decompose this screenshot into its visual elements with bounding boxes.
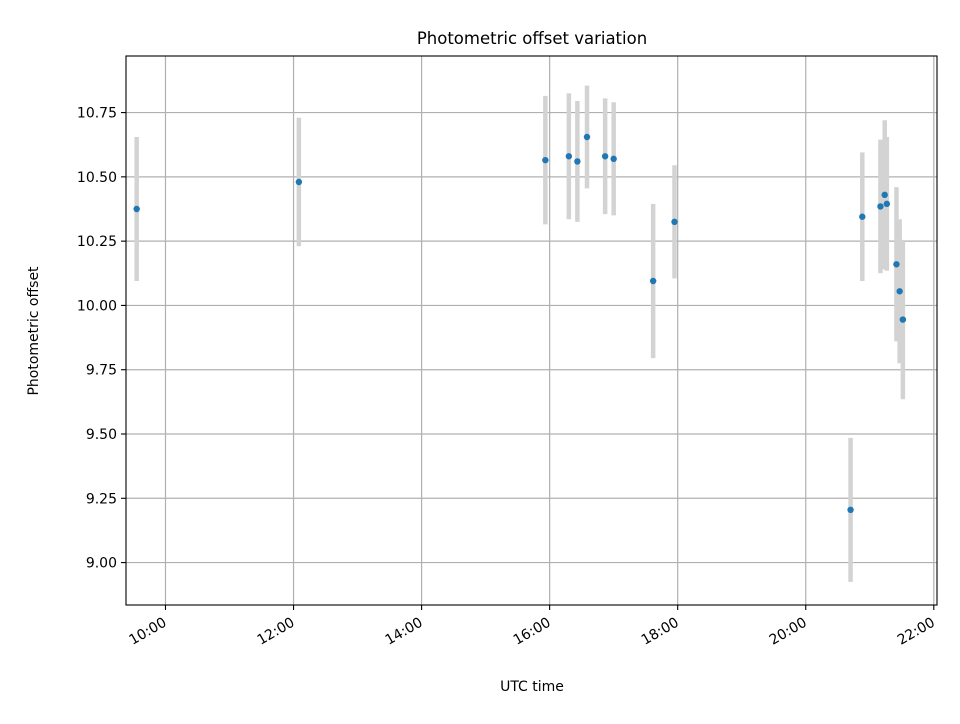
- plot-frame: [125, 55, 938, 606]
- data-point: [601, 153, 609, 160]
- data-point: [133, 205, 140, 213]
- data-point: [847, 506, 854, 514]
- x-tick-label: 18:00: [639, 615, 682, 649]
- y-tick-label: 10.50: [77, 170, 117, 186]
- x-axis-label: UTC time: [500, 679, 564, 695]
- data-point: [583, 133, 591, 141]
- data-point: [877, 203, 884, 210]
- x-tick-label: 20:00: [767, 615, 810, 649]
- data-point: [881, 191, 888, 199]
- x-tick-label: 10:00: [127, 615, 170, 649]
- y-axis-label: Photometric offset: [26, 266, 42, 396]
- x-tick-label: 22:00: [895, 615, 938, 649]
- data-point: [610, 155, 617, 163]
- y-tick-label: 10.75: [77, 106, 117, 122]
- data-point: [899, 316, 907, 323]
- data-point: [859, 213, 866, 220]
- data-point: [883, 200, 891, 208]
- y-tick-label: 9.50: [86, 427, 117, 443]
- data-point: [542, 156, 549, 164]
- x-tick-label: 14:00: [383, 615, 426, 649]
- y-tick-label: 9.00: [86, 556, 117, 572]
- data-point: [574, 158, 581, 165]
- x-tick-label: 16:00: [511, 615, 554, 649]
- data-point: [893, 261, 900, 268]
- y-tick-label: 9.75: [86, 363, 117, 379]
- data-point: [896, 288, 903, 295]
- data-point: [671, 218, 678, 226]
- y-tick-label: 10.00: [77, 298, 117, 314]
- data-point: [565, 153, 573, 160]
- data-points: [133, 133, 907, 514]
- chart-title: Photometric offset variation: [417, 29, 647, 48]
- x-tick-label: 12:00: [255, 615, 298, 649]
- axis-ticks: 10:00 12:00 14:00 16:00 18:00 20:00 22:00 9.00 9…: [77, 106, 938, 649]
- y-tick-label: 9.25: [86, 491, 117, 507]
- grid: [126, 56, 937, 605]
- data-point: [295, 178, 303, 186]
- data-point: [649, 277, 657, 285]
- error-bars: [134, 85, 906, 582]
- y-tick-label: 10.25: [77, 234, 117, 250]
